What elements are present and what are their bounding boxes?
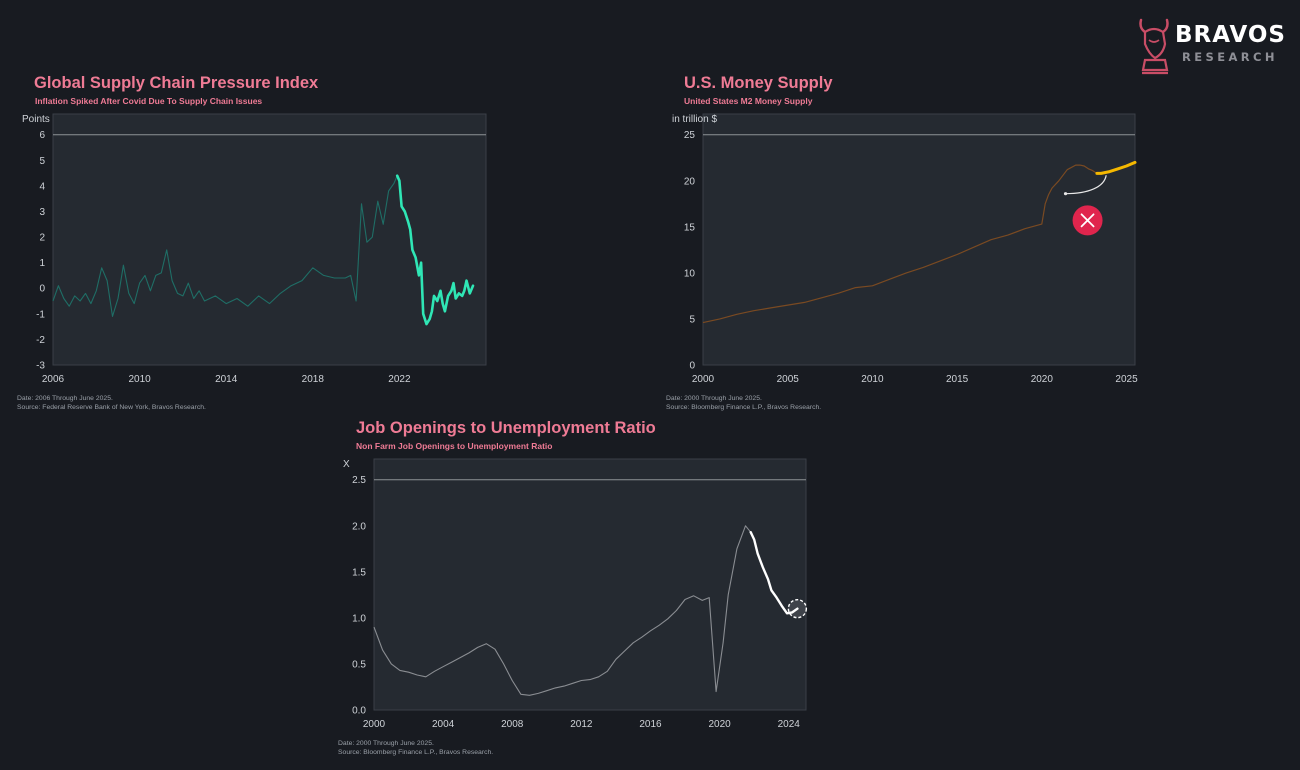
gscpi-xtick-label: 2010 [128,374,151,385]
jobs-ytick-label: 0.5 [352,659,366,670]
m2-annotation-arrow [1065,175,1107,195]
jobs-end-dot-icon [787,598,808,619]
jobs-ytick-label: 1.0 [352,613,366,624]
gscpi-ytick-label: 6 [39,130,45,141]
m2-arrow-head [1063,192,1068,196]
gscpi-ytick-label: -1 [36,309,45,320]
gscpi-subtitle: Inflation Spiked After Covid Due To Supp… [35,96,263,106]
jobs-ytick-label: 1.5 [352,567,366,578]
m2-ytick-label: 20 [684,176,696,187]
jobs-yaxis-unit: X [343,459,350,470]
bull-knight-icon [1139,18,1169,75]
m2-xtick-label: 2005 [777,374,800,385]
gscpi-xtick-label: 2014 [215,374,238,385]
jobs-xtick-label: 2020 [708,719,731,730]
gscpi-ytick-label: 1 [39,258,45,269]
jobs-ytick-label: 2.0 [352,521,366,532]
m2-xtick-label: 2015 [946,374,969,385]
m2-highlight-line [1095,160,1137,175]
gscpi-ytick-label: 4 [39,181,45,192]
gscpi-yaxis-unit: Points [22,114,50,125]
m2-subtitle: United States M2 Money Supply [684,96,813,106]
gscpi-title: Global Supply Chain Pressure Index [34,74,319,92]
m2-xtick-label: 2010 [861,374,884,385]
m2-source-note: Source: Bloomberg Finance L.P., Bravos R… [666,403,822,411]
gscpi-xtick-label: 2022 [388,374,411,385]
jobs-ytick-label: 0.0 [352,706,366,717]
brand-name: BRAVOS [1175,22,1286,48]
jobs-notes: Date: 2000 Through June 2025. Source: Bl… [338,740,493,757]
jobs-highlight-line [749,531,799,615]
gscpi-plot-area [52,113,487,366]
gscpi-highlight-line [395,174,475,326]
gscpi-notes: Date: 2006 Through June 2025. Source: Fe… [17,395,206,412]
gscpi-ytick-label: -3 [36,361,45,372]
jobs-xtick-label: 2004 [432,719,455,730]
m2-ytick-label: 5 [689,314,695,325]
m2-ytick-label: 10 [684,268,696,279]
jobs-date-note: Date: 2000 Through June 2025. [338,740,434,747]
jobs-chart: 0.0 0.5 1.0 1.5 2.0 2.5X 2000 2004 2008 2012 2016 2… [343,458,808,730]
m2-plot-area [702,113,1136,366]
brand-subtitle: RESEARCH [1182,50,1278,64]
gscpi-ytick-label: -2 [36,335,45,346]
gscpi-source-note: Source: Federal Reserve Bank of New York… [17,403,206,411]
m2-xtick-label: 2000 [692,374,715,385]
jobs-subtitle: Non Farm Job Openings to Unemployment Ra… [356,441,553,451]
gscpi-ytick-label: 3 [39,207,45,218]
gscpi-xtick-label: 2006 [42,374,65,385]
gscpi-date-note: Date: 2006 Through June 2025. [17,395,113,402]
jobs-source-note: Source: Bloomberg Finance L.P., Bravos R… [338,748,494,756]
gscpi-series-line [52,175,398,317]
jobs-ytick-label: 2.5 [352,475,366,486]
gscpi-ytick-label: 5 [39,156,45,167]
m2-xtick-label: 2025 [1115,374,1138,385]
jobs-xtick-label: 2000 [363,719,386,730]
gscpi-ytick-label: 0 [39,284,45,295]
m2-yaxis-unit: in trillion $ [672,114,717,125]
jobs-plot-area [373,458,807,711]
gscpi-ytick-label: 2 [39,233,45,244]
m2-ytick-label: 0 [689,361,695,372]
m2-notes: Date: 2000 Through June 2025. Source: Bl… [666,395,821,412]
m2-title: U.S. Money Supply [684,74,833,92]
jobs-series-line [373,525,752,696]
jobs-xtick-label: 2024 [778,719,801,730]
jobs-xtick-label: 2012 [570,719,593,730]
m2-ytick-label: 25 [684,130,696,141]
jobs-xtick-label: 2016 [639,719,662,730]
gscpi-chart: -3 -2 -1 0 1 2 3 4 5 6 Points 2006 2010 2014 2018 2022 [22,113,487,385]
cross-marker-icon [1072,205,1103,236]
m2-series-line [702,164,1098,324]
m2-date-note: Date: 2000 Through June 2025. [666,395,762,402]
brand-logo [1133,14,1293,78]
jobs-xtick-label: 2008 [501,719,524,730]
gscpi-xtick-label: 2018 [302,374,325,385]
m2-ytick-label: 15 [684,222,696,233]
m2-xtick-label: 2020 [1031,374,1054,385]
jobs-title: Job Openings to Unemployment Ratio [356,419,656,437]
